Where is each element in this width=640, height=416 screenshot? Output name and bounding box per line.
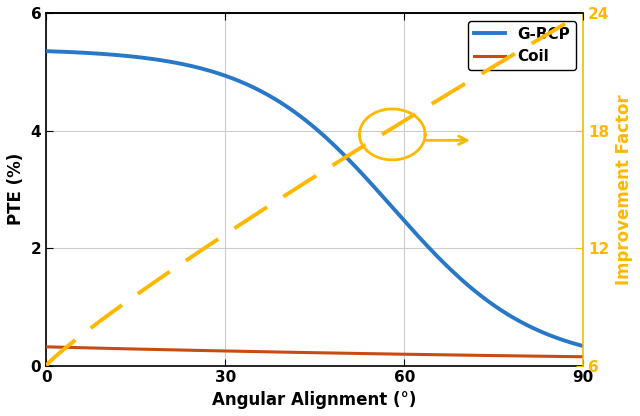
X-axis label: Angular Alignment (°): Angular Alignment (°) [212,391,417,409]
Coil [579,354,587,359]
Coil [42,344,50,349]
Coil [259,349,267,354]
G-BCP [411,230,419,235]
Coil [411,352,419,357]
Coil [461,353,469,358]
G-BCP [97,51,105,56]
Y-axis label: PTE (%): PTE (%) [7,153,25,225]
Coil [97,346,105,351]
Legend: G-BCP, Coil: G-BCP, Coil [468,20,575,70]
Line: Coil: Coil [46,347,583,357]
G-BCP [579,344,587,349]
Y-axis label: Improvement Factor: Improvement Factor [615,94,633,285]
Coil [471,353,479,358]
Line: G-BCP: G-BCP [46,51,583,346]
G-BCP [461,280,469,285]
Coil [279,349,287,354]
G-BCP [471,288,479,293]
G-BCP [279,102,287,106]
G-BCP [259,90,267,95]
G-BCP [42,49,50,54]
